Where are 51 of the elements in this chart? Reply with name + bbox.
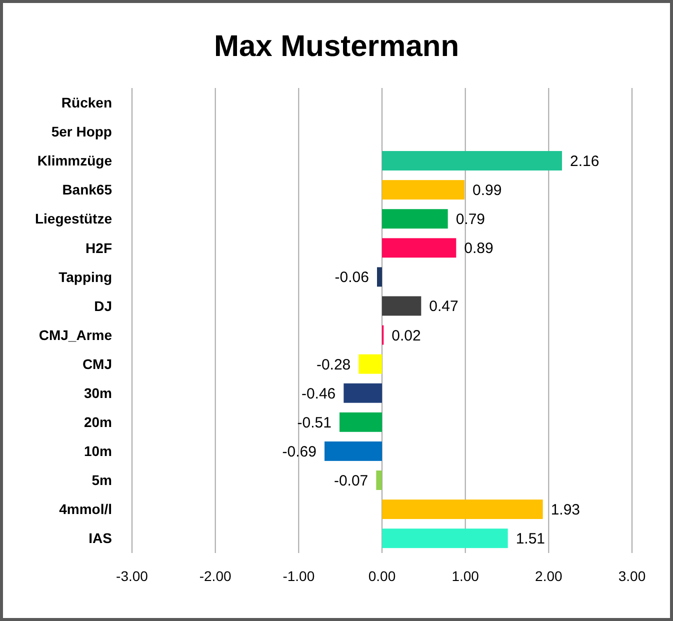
- bar: [382, 500, 543, 520]
- y-tick-label: Liegestütze: [34, 210, 112, 227]
- bar: [382, 180, 464, 200]
- y-tick-label: Rücken: [61, 94, 112, 111]
- y-tick-label: Klimmzüge: [37, 152, 112, 169]
- x-tick-label: -1.00: [282, 568, 315, 584]
- data-label: 1.51: [516, 530, 546, 548]
- data-label: 1.93: [550, 502, 580, 519]
- y-tick-label: CMJ_Arme: [38, 326, 112, 343]
- data-label: -0.28: [316, 356, 351, 374]
- data-label: -0.06: [334, 269, 369, 286]
- y-tick-label: 10m: [84, 443, 112, 460]
- bar: [358, 354, 382, 374]
- y-tick-label: 30m: [84, 385, 112, 402]
- bar: [382, 296, 422, 316]
- chart-title: Max Mustermann: [214, 30, 460, 63]
- bar: [377, 267, 382, 287]
- data-label: 2.16: [570, 153, 600, 170]
- bar: [382, 209, 448, 229]
- y-tick-label: IAS: [88, 530, 112, 546]
- data-label: 0.02: [392, 327, 421, 344]
- bar: [340, 412, 382, 432]
- y-tick-label: DJ: [94, 298, 112, 314]
- data-label: 0.99: [472, 182, 502, 200]
- y-tick-label: 20m: [84, 414, 112, 430]
- bar: [344, 383, 382, 403]
- y-tick-label: 5m: [92, 472, 112, 488]
- x-tick-label: 2.00: [535, 568, 563, 584]
- y-tick-label: CMJ: [82, 356, 112, 372]
- bar: [324, 441, 382, 461]
- bar: [376, 470, 382, 490]
- data-label: -0.46: [301, 385, 336, 402]
- data-label: -0.69: [282, 443, 316, 460]
- data-label: -0.51: [297, 414, 332, 432]
- y-tick-label: 5er Hopp: [51, 124, 112, 140]
- data-label: 0.89: [464, 240, 494, 258]
- bar: [382, 151, 562, 170]
- bar: [382, 238, 456, 258]
- x-tick-label: -2.00: [199, 568, 232, 584]
- x-tick-label: -3.00: [116, 568, 148, 584]
- data-label: 0.47: [429, 298, 458, 316]
- x-tick-label: 3.00: [618, 568, 646, 584]
- data-label: 0.79: [456, 211, 486, 228]
- y-tick-label: Tapping: [58, 268, 112, 285]
- y-tick-label: H2F: [86, 240, 112, 256]
- y-tick-label: 4mmol/l: [59, 501, 112, 518]
- x-tick-label: 0.00: [368, 568, 396, 584]
- x-tick-label: 1.00: [452, 568, 480, 584]
- data-label: -0.07: [334, 472, 368, 490]
- bar: [382, 528, 508, 548]
- y-tick-label: Bank65: [62, 182, 112, 198]
